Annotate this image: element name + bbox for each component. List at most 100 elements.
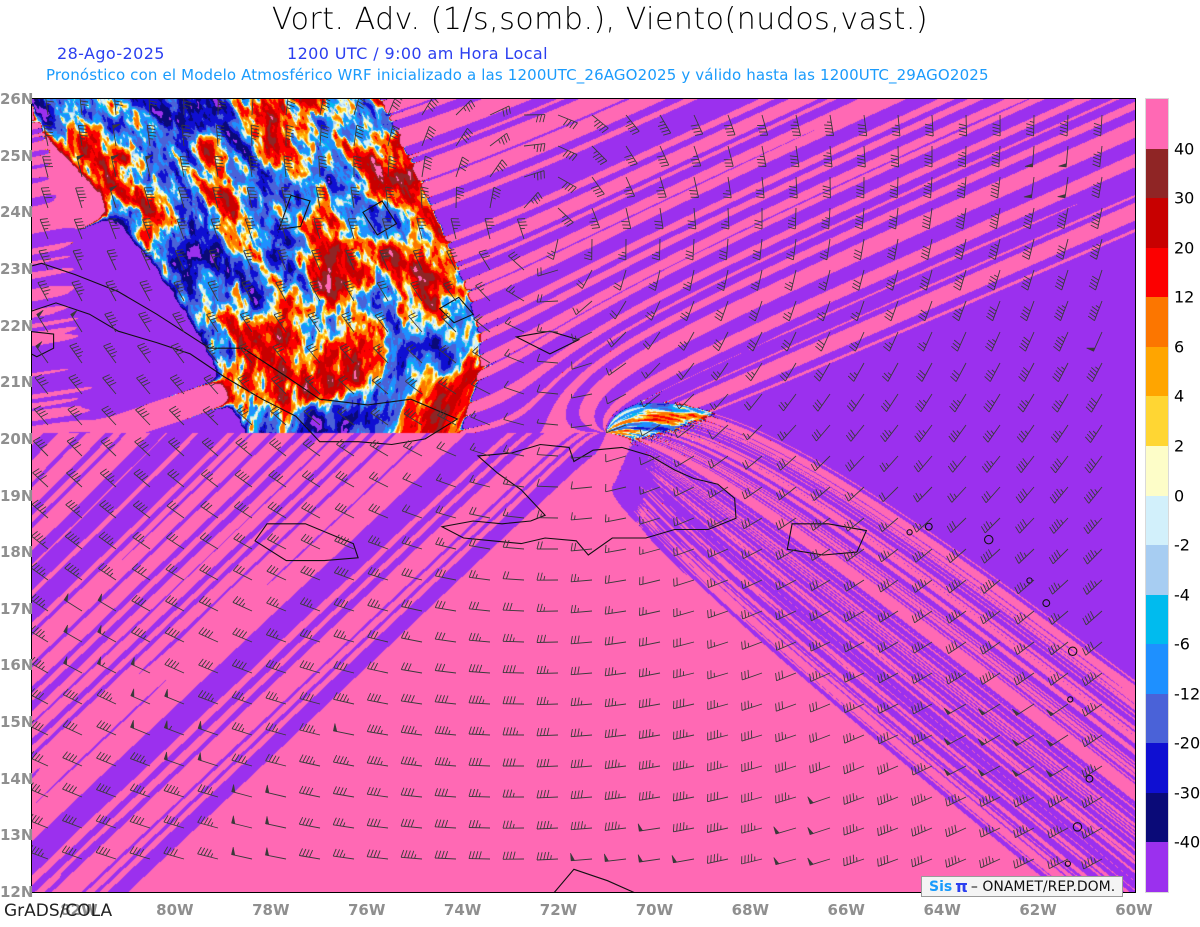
wind-barb — [890, 145, 900, 168]
wind-barb — [1013, 825, 1035, 839]
wind-barb — [748, 300, 763, 322]
wind-barb — [1086, 331, 1103, 352]
wind-barb — [269, 438, 287, 457]
wind-barb — [546, 238, 559, 260]
wind-barb — [536, 820, 559, 830]
wind-barb — [336, 438, 355, 457]
wind-barb — [536, 572, 559, 581]
wind-barb — [741, 761, 763, 773]
colorbar-tick-40: 40 — [1174, 139, 1195, 159]
logo-agency-text: – ONAMET/REP.DOM. — [970, 878, 1116, 895]
wind-barb — [1013, 641, 1035, 655]
wind-barb — [1014, 548, 1035, 564]
island-outline — [983, 534, 994, 545]
wind-barb — [298, 848, 321, 860]
wind-barb — [143, 187, 155, 209]
wind-barb — [42, 156, 53, 178]
lon-tick-62W: 62W — [1019, 901, 1057, 919]
wind-barb — [850, 300, 865, 322]
coastline — [514, 330, 581, 355]
wind-barb — [298, 817, 321, 829]
wind-barb — [854, 207, 865, 230]
wind-barb — [63, 624, 83, 643]
wind-barb — [877, 578, 899, 593]
wind-barb — [557, 176, 577, 194]
wind-barb — [168, 405, 185, 426]
wind-barb — [367, 630, 389, 643]
wind-barb — [911, 641, 933, 654]
wind-barb — [197, 721, 219, 736]
wind-barb — [639, 576, 661, 586]
wind-barb — [368, 471, 389, 488]
wind-barb — [366, 786, 389, 798]
wind-barb — [843, 702, 865, 714]
wind-barb — [65, 499, 83, 519]
wind-barb — [741, 853, 763, 865]
wind-barb — [989, 207, 1001, 230]
colorbar-band-7 — [1146, 445, 1168, 496]
wind-barb — [435, 505, 457, 519]
wind-barb — [673, 729, 695, 740]
wind-barb — [673, 637, 695, 648]
wind-barb — [943, 765, 967, 776]
wind-barb — [656, 145, 670, 167]
wind-barb — [877, 702, 899, 714]
wind-barb — [345, 249, 357, 271]
wind-barb — [319, 99, 331, 116]
wind-barb — [843, 671, 865, 683]
wind-barb — [1092, 145, 1103, 168]
wind-barb — [977, 734, 1001, 746]
colorbar-band-15 — [1146, 842, 1168, 892]
wind-barb — [809, 701, 831, 713]
colorbar-band-0 — [1146, 99, 1168, 149]
wind-barb — [690, 145, 702, 167]
wind-barb — [951, 331, 967, 352]
wind-barb — [843, 762, 865, 775]
wind-barb — [1058, 145, 1069, 168]
wind-barb — [502, 696, 525, 705]
wind-barb — [96, 720, 117, 736]
map-plot-area[interactable] — [31, 98, 1136, 893]
wind-barb — [755, 176, 765, 199]
wind-barb — [949, 393, 967, 413]
wind-barb — [741, 486, 763, 500]
island-outline — [906, 529, 913, 536]
wind-barb — [986, 300, 1001, 322]
wind-barb — [232, 564, 253, 581]
wind-barb — [135, 405, 151, 426]
wind-barb — [604, 544, 627, 554]
wind-barb — [199, 563, 219, 581]
wind-barb — [807, 796, 831, 805]
wind-barb — [707, 517, 729, 528]
wind-barb — [570, 604, 593, 614]
wind-barb — [707, 455, 729, 469]
wind-barb — [1020, 300, 1035, 322]
wind-barb — [503, 412, 525, 426]
wind-barb — [673, 698, 695, 710]
wind-barb — [847, 362, 865, 382]
wind-barb — [923, 176, 933, 199]
wind-barb — [690, 114, 704, 136]
wind-barb — [1088, 269, 1103, 291]
wind-barb — [843, 579, 865, 592]
wind-barb — [300, 533, 321, 550]
wind-barb — [266, 564, 287, 581]
wind-barb — [239, 311, 253, 333]
wind-barb — [911, 609, 933, 624]
wind-barb — [138, 311, 152, 333]
wind-barb — [165, 595, 185, 612]
wind-barb — [523, 114, 546, 123]
wind-barb — [716, 269, 729, 292]
wind-barb — [217, 99, 226, 116]
wind-barb — [1084, 455, 1103, 474]
wind-barb — [367, 566, 389, 581]
wind-barb — [883, 331, 899, 352]
wind-barb — [1012, 703, 1035, 716]
wind-barb — [918, 300, 933, 322]
wind-barb — [334, 502, 355, 519]
wind-barb — [607, 331, 627, 348]
lon-tick-70W: 70W — [635, 901, 674, 919]
wind-barb — [991, 145, 1001, 168]
wind-barb — [455, 99, 476, 116]
wind-barb — [570, 393, 593, 399]
